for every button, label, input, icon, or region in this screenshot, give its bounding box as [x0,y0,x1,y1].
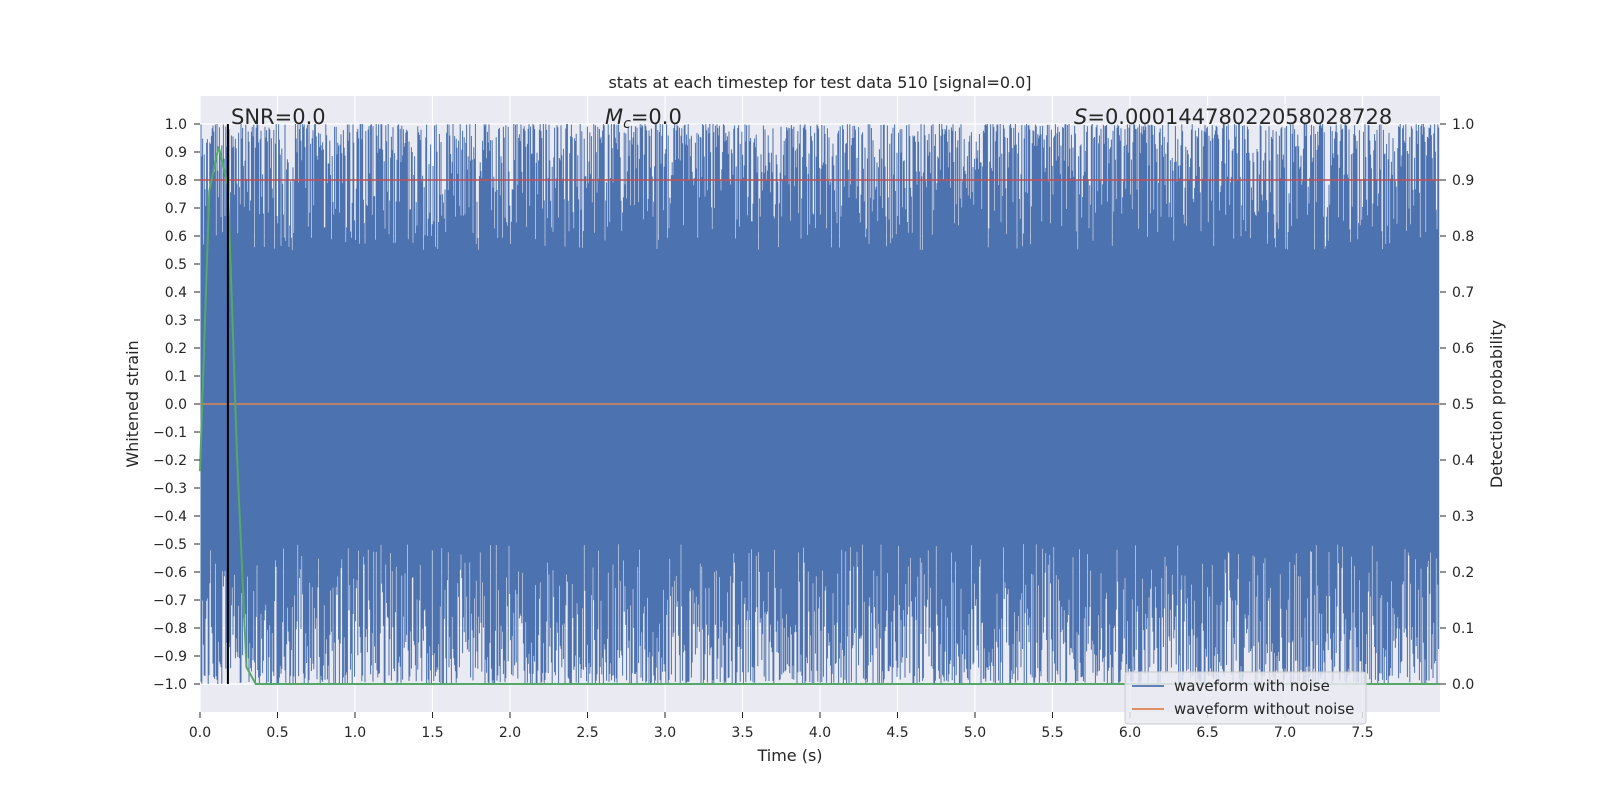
y-tick-label-0: 1.0 [165,117,187,133]
y-tick-label-7: 0.3 [165,313,187,329]
chart-title: stats at each timestep for test data 510… [608,73,1031,92]
y-right-tick-label-6: 0.4 [1452,453,1474,469]
y-tick-label-4: 0.6 [165,229,187,245]
y-tick-label-1: 0.9 [165,145,187,161]
y-right-tick-label-4: 0.6 [1452,341,1474,357]
x-tick-label-13: 6.5 [1196,725,1218,741]
y-tick-label-12: −0.2 [153,453,187,469]
s-value: =0.00014478022058028728 [1087,105,1392,129]
mc-subscript: c [623,116,631,132]
x-tick-label-1: 0.5 [266,725,288,741]
y-tick-label-11: −0.1 [153,425,187,441]
y-tick-label-14: −0.4 [153,509,187,525]
y-tick-label-15: −0.5 [153,537,187,553]
series-detection-probability [199,146,1440,685]
y-right-tick-label-5: 0.5 [1452,397,1474,413]
x-tick-label-10: 5.0 [964,725,986,741]
x-tick-label-6: 3.0 [654,725,676,741]
y-tick-label-5: 0.5 [165,257,187,273]
y-tick-label-16: −0.6 [153,565,187,581]
y-tick-label-17: −0.7 [153,593,187,609]
x-tick-label-4: 2.0 [499,725,521,741]
x-tick-label-0: 0.0 [189,725,211,741]
y-right-tick-label-3: 0.7 [1452,285,1474,301]
y-right-tick-label-8: 0.2 [1452,565,1474,581]
x-axis: 0.0 0.5 1.0 1.5 2.0 2.5 3.0 3.5 4.0 4.5 5.0 5.5 6.0 6… [189,712,1374,741]
mc-value: =0.0 [631,105,682,129]
y-right-tick-label-7: 0.3 [1452,509,1474,525]
x-tick-label-2: 1.0 [344,725,366,741]
x-tick-label-15: 7.5 [1351,725,1373,741]
y-axis-label: Whitened strain [123,340,142,467]
y-tick-label-10: 0.0 [165,397,187,413]
y-axis-left: 1.0 0.9 0.8 0.7 0.6 0.5 0.4 0.3 0.2 0.1 0.0 −0.1 −0.… [153,117,200,693]
x-tick-label-3: 1.5 [421,725,443,741]
legend-label-noise: waveform with noise [1174,677,1330,695]
y-right-tick-label-10: 0.0 [1452,677,1474,693]
s-annotation: S=0.00014478022058028728 [1074,105,1392,129]
s-symbol: S [1074,105,1087,129]
mc-symbol: M [605,105,623,129]
mc-annotation: Mc=0.0 [605,105,682,132]
legend-box [1124,671,1367,725]
y-tick-label-18: −0.8 [153,621,187,637]
y-tick-label-3: 0.7 [165,201,187,217]
y-right-tick-label-0: 1.0 [1452,117,1474,133]
x-tick-label-12: 6.0 [1119,725,1141,741]
y-right-tick-label-2: 0.8 [1452,229,1474,245]
y-tick-label-2: 0.8 [165,173,187,189]
x-axis-label: Time (s) [756,746,822,765]
legend-label-clean: waveform without noise [1174,700,1354,718]
x-tick-label-7: 3.5 [731,725,753,741]
y-tick-label-8: 0.2 [165,341,187,357]
x-tick-label-14: 7.0 [1274,725,1296,741]
y-tick-label-6: 0.4 [165,285,187,301]
y-tick-label-9: 0.1 [165,369,187,385]
snr-annotation: SNR=0.0 [231,105,326,129]
y-axis-right: 1.0 0.9 0.8 0.7 0.6 0.5 0.4 0.3 0.2 0.1 0.0 [1440,117,1474,693]
y-tick-label-19: −0.9 [153,649,187,665]
x-tick-label-9: 4.5 [886,725,908,741]
y-tick-label-13: −0.3 [153,481,187,497]
y-right-tick-label-9: 0.1 [1452,621,1474,637]
legend: waveform with noise waveform without noi… [1124,671,1367,725]
y-tick-label-20: −1.0 [153,677,187,693]
y-right-tick-label-1: 0.9 [1452,173,1474,189]
x-tick-label-11: 5.5 [1041,725,1063,741]
y-axis-right-label: Detection probability [1487,320,1506,488]
x-tick-label-5: 2.5 [576,725,598,741]
x-tick-label-8: 4.0 [809,725,831,741]
